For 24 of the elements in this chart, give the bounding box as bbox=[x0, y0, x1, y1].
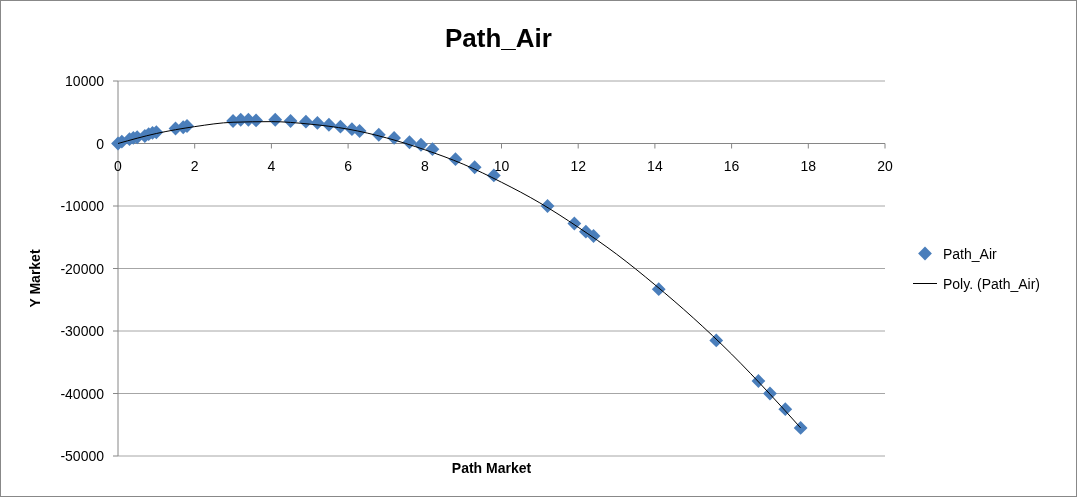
x-tick-label: 16 bbox=[723, 157, 740, 174]
y-tick-label: -10000 bbox=[60, 198, 105, 214]
x-tick-label: 2 bbox=[190, 157, 199, 174]
chart-title: Path_Air bbox=[445, 23, 552, 53]
legend-label: Poly. (Path_Air) bbox=[943, 275, 1040, 292]
y-tick-label: -30000 bbox=[60, 323, 105, 339]
legend-label: Path_Air bbox=[943, 245, 998, 262]
x-tick-label: 10 bbox=[493, 157, 510, 174]
x-axis-title: Path Market bbox=[451, 460, 532, 476]
y-tick-label: -40000 bbox=[60, 385, 105, 402]
y-tick-label: 10000 bbox=[65, 73, 105, 89]
x-tick-label: 0 bbox=[114, 157, 123, 174]
y-tick-label: -50000 bbox=[60, 448, 105, 464]
y-tick-label: 0 bbox=[96, 135, 105, 152]
x-tick-label: 4 bbox=[267, 157, 276, 174]
y-axis-title: Y Market bbox=[27, 249, 43, 308]
x-tick-label: 6 bbox=[344, 157, 353, 174]
x-tick-label: 18 bbox=[800, 157, 817, 174]
x-tick-label: 14 bbox=[647, 157, 663, 174]
y-tick-label: -20000 bbox=[60, 260, 105, 277]
x-tick-label: 8 bbox=[420, 157, 429, 174]
point bbox=[793, 420, 808, 435]
x-tick-label: 12 bbox=[570, 157, 587, 174]
x-tick-label: 20 bbox=[877, 157, 893, 174]
